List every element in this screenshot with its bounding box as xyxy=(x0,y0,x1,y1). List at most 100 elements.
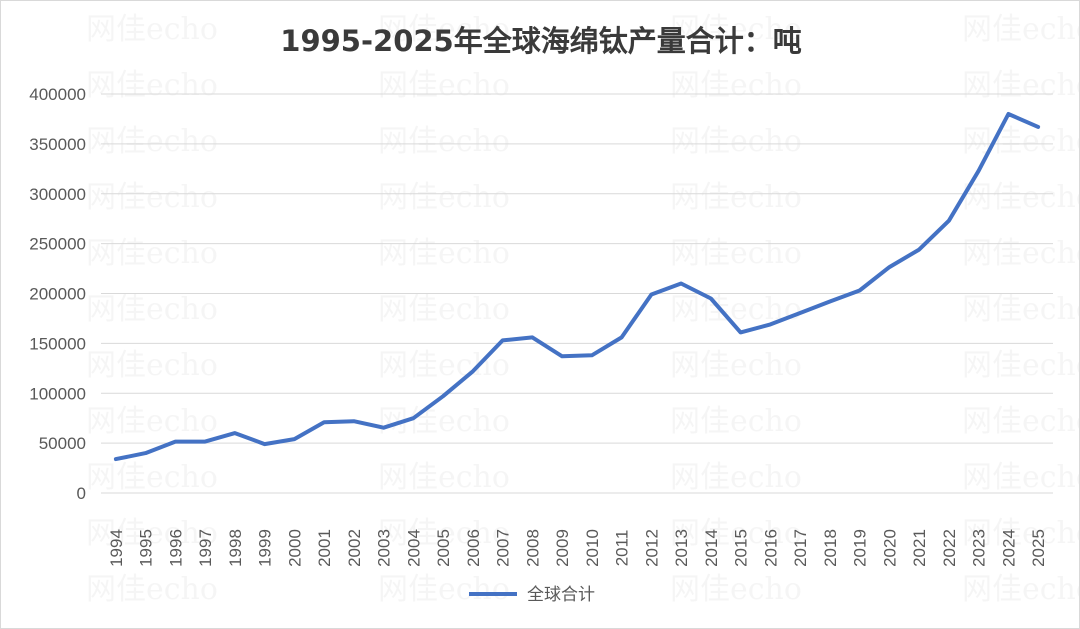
x-tick-label: 2006 xyxy=(464,529,483,567)
data-point xyxy=(263,442,267,446)
y-tick-label: 0 xyxy=(77,484,86,503)
watermark-text: 网佳echo xyxy=(86,292,218,327)
data-point xyxy=(768,322,772,326)
x-tick-label: 2009 xyxy=(553,529,572,567)
data-point xyxy=(352,419,356,423)
data-point xyxy=(858,289,862,293)
x-tick-label: 2023 xyxy=(970,529,989,567)
watermark-text: 网佳echo xyxy=(378,68,510,103)
data-point xyxy=(828,299,832,303)
x-tick-label: 2004 xyxy=(404,529,423,567)
x-tick-label: 2013 xyxy=(672,529,691,567)
watermark-text: 网佳echo xyxy=(86,124,218,159)
watermark-text: 网佳echo xyxy=(670,348,802,383)
data-point xyxy=(173,440,177,444)
x-tick-label: 1996 xyxy=(166,529,185,567)
x-tick-label: 2007 xyxy=(494,529,513,567)
watermark-text: 网佳echo xyxy=(670,68,802,103)
x-tick-label: 2005 xyxy=(434,529,453,567)
watermark-text: 网佳echo xyxy=(670,460,802,495)
x-tick-label: 1997 xyxy=(196,529,215,567)
data-point xyxy=(144,451,148,455)
x-tick-label: 2018 xyxy=(821,529,840,567)
data-point xyxy=(590,353,594,357)
data-point xyxy=(292,437,296,441)
data-point xyxy=(471,369,475,373)
y-tick-label: 350000 xyxy=(29,135,86,154)
watermark-text: 网佳echo xyxy=(378,460,510,495)
watermark-text: 网佳echo xyxy=(86,180,218,215)
watermark-text: 网佳echo xyxy=(962,292,1079,327)
watermark-text: 网佳echo xyxy=(670,572,802,607)
data-point xyxy=(501,338,505,342)
x-tick-label: 2010 xyxy=(583,529,602,567)
x-tick-label: 2011 xyxy=(613,530,632,567)
watermark-text: 网佳echo xyxy=(378,236,510,271)
legend-label: 全球合计 xyxy=(527,585,595,605)
y-tick-label: 400000 xyxy=(29,85,86,104)
watermark-text: 网佳echo xyxy=(962,180,1079,215)
watermark-text: 网佳echo xyxy=(86,12,218,47)
x-tick-label: 2021 xyxy=(910,529,929,567)
data-point xyxy=(530,335,534,339)
legend[interactable]: 全球合计 xyxy=(469,585,595,605)
x-tick-label: 2017 xyxy=(791,529,810,567)
watermark-text: 网佳echo xyxy=(962,348,1079,383)
data-point xyxy=(441,394,445,398)
x-tick-label: 1994 xyxy=(107,529,126,567)
y-tick-label: 300000 xyxy=(29,185,86,204)
gridlines xyxy=(101,93,1053,444)
series-layer xyxy=(113,112,1041,462)
data-point xyxy=(382,426,386,430)
x-tick-label: 2022 xyxy=(940,529,959,567)
x-tick-label: 1998 xyxy=(226,529,245,567)
watermark-text: 网佳echo xyxy=(86,572,218,607)
watermark-text: 网佳echo xyxy=(962,12,1079,47)
watermark-text: 网佳echo xyxy=(962,68,1079,103)
data-point xyxy=(798,311,802,315)
watermark-text: 网佳echo xyxy=(962,404,1079,439)
y-tick-label: 250000 xyxy=(29,235,86,254)
watermark-text: 网佳echo xyxy=(86,236,218,271)
x-tick-label: 2025 xyxy=(1029,529,1048,567)
watermark-text: 网佳echo xyxy=(670,124,802,159)
watermark-text: 网佳echo xyxy=(670,236,802,271)
watermark-text: 网佳echo xyxy=(962,572,1079,607)
x-tick-label: 2012 xyxy=(642,529,661,567)
watermark-text: 网佳echo xyxy=(670,404,802,439)
x-axis-ticks: 1994 1995 1996 1997 1998 1999 2000 2001 2002 2003… xyxy=(107,529,1048,567)
y-tick-label: 200000 xyxy=(29,285,86,304)
watermark-text: 网佳echo xyxy=(378,180,510,215)
data-point xyxy=(203,440,207,444)
data-point xyxy=(620,335,624,339)
data-point xyxy=(977,169,981,173)
x-tick-label: 1995 xyxy=(137,529,156,567)
watermark-text: 网佳echo xyxy=(962,460,1079,495)
data-point xyxy=(233,431,237,435)
data-point xyxy=(649,292,653,296)
watermark-text: 网佳echo xyxy=(86,348,218,383)
data-point xyxy=(739,330,743,334)
data-point xyxy=(947,219,951,223)
x-tick-label: 2016 xyxy=(761,529,780,567)
watermark-text: 网佳echo xyxy=(378,572,510,607)
watermark-text: 网佳echo xyxy=(378,124,510,159)
watermark-text: 网佳echo xyxy=(670,180,802,215)
data-point xyxy=(411,416,415,420)
chart-title: 1995-2025年全球海绵钛产量合计：吨 xyxy=(280,24,801,58)
data-point xyxy=(560,354,564,358)
x-tick-label: 2015 xyxy=(732,529,751,567)
data-point xyxy=(917,248,921,252)
x-tick-label: 2008 xyxy=(523,529,542,567)
x-tick-label: 2002 xyxy=(345,529,364,567)
x-tick-label: 2019 xyxy=(851,529,870,567)
data-point xyxy=(1006,112,1010,116)
x-tick-label: 2003 xyxy=(375,529,394,567)
watermark-text: 网佳echo xyxy=(86,404,218,439)
data-point xyxy=(322,420,326,424)
y-axis-ticks: 0 50000 100000 150000 200000 250000 300000 3500… xyxy=(29,85,86,503)
x-tick-label: 2024 xyxy=(999,529,1018,567)
x-tick-label: 2014 xyxy=(702,529,721,567)
watermark-layer: 网佳echo 网佳echo 网佳echo 网佳echo 网佳echo 网佳echo 网佳ec… xyxy=(86,12,1079,607)
